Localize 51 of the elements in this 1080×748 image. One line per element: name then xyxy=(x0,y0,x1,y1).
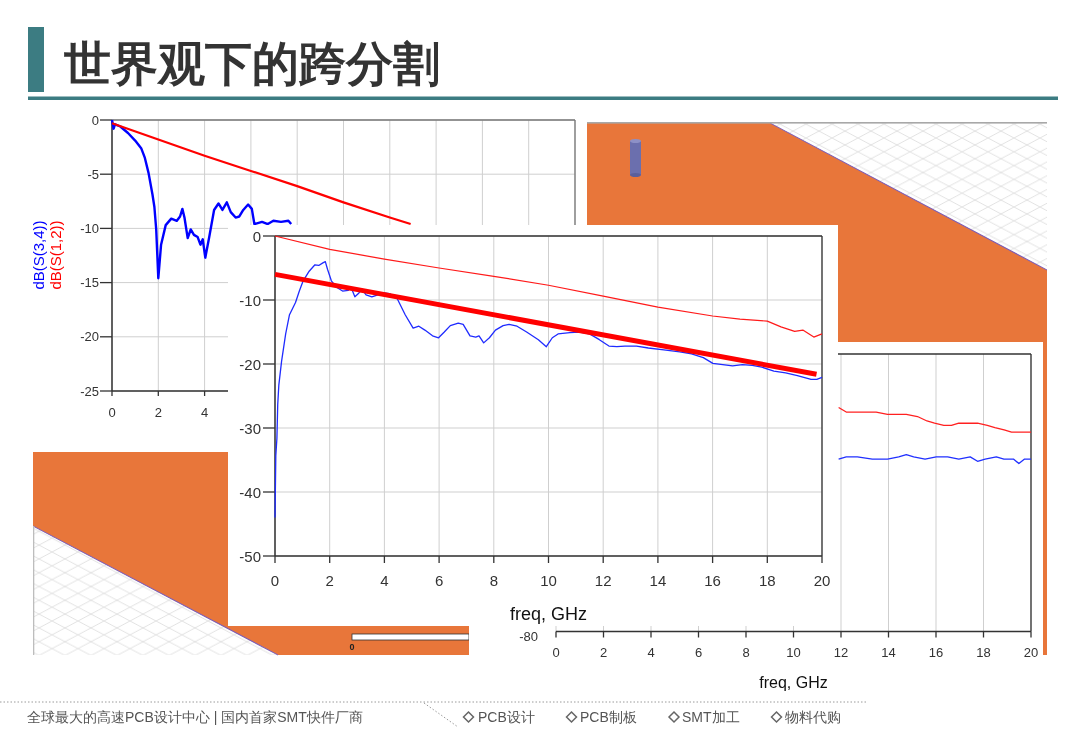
text: 世界观下的跨分割 xyxy=(63,37,440,90)
line-series xyxy=(274,260,823,519)
line-series xyxy=(110,118,293,280)
y-tick-label: -5 xyxy=(87,166,99,182)
x-tick-label: 12 xyxy=(833,645,849,660)
y-tick-label: 0 xyxy=(252,227,261,245)
x-tick-label: 2 xyxy=(325,571,334,589)
x-tick-label: 8 xyxy=(489,571,498,589)
x-tick-label: 0 xyxy=(270,571,280,589)
y-tick-label: -15 xyxy=(80,275,99,291)
text: PCB设计 xyxy=(478,709,535,725)
x-axis-title: freq, GHz xyxy=(509,604,588,624)
y-tick-label: -10 xyxy=(239,291,261,309)
line-series xyxy=(110,122,412,226)
x-tick-label: 0 xyxy=(552,645,560,660)
x-tick-label: 2 xyxy=(154,404,162,420)
x-tick-label: 14 xyxy=(881,645,896,660)
x-tick-label: 6 xyxy=(694,645,703,660)
text: 物料代购 xyxy=(785,709,841,725)
x-tick-label: 20 xyxy=(813,571,831,589)
x-tick-label: 16 xyxy=(704,571,721,589)
x-axis-title: freq, GHz xyxy=(759,674,828,691)
y-tick-label: -20 xyxy=(80,329,99,345)
x-tick-label: 0 xyxy=(108,404,116,420)
y-tick-label: -20 xyxy=(239,355,261,373)
text: dB(S(1,2)) xyxy=(46,220,64,290)
x-tick-label: 2 xyxy=(599,645,608,660)
x-tick-label: 12 xyxy=(594,571,612,589)
y-tick-label: -25 xyxy=(80,383,99,399)
x-tick-label: 6 xyxy=(434,571,444,589)
x-tick-label: 4 xyxy=(200,404,209,420)
text: 全球最大的高速PCB设计中心 | 国内首家SMT快件厂商 xyxy=(27,709,363,725)
y-tick-label: -30 xyxy=(239,419,261,437)
x-tick-label: 18 xyxy=(976,645,991,660)
x-tick-label: 10 xyxy=(786,645,801,660)
x-tick-label: 14 xyxy=(649,571,667,589)
x-tick-label: 20 xyxy=(1023,645,1039,660)
x-tick-label: 18 xyxy=(758,571,776,589)
text: PCB制板 xyxy=(580,709,637,725)
x-tick-label: 4 xyxy=(647,645,655,660)
text: dB(S(3,4)) xyxy=(29,220,47,290)
x-tick-label: 10 xyxy=(540,571,557,589)
y-tick-label: 0 xyxy=(91,112,99,128)
text: -80 xyxy=(519,628,538,644)
y-tick-label: -40 xyxy=(239,483,261,501)
y-tick-label: -10 xyxy=(80,220,99,236)
x-tick-label: 16 xyxy=(928,645,944,660)
text: SMT加工 xyxy=(682,709,740,725)
x-tick-label: 8 xyxy=(742,645,750,660)
y-tick-label: -50 xyxy=(239,547,261,565)
x-tick-label: 4 xyxy=(380,571,389,589)
